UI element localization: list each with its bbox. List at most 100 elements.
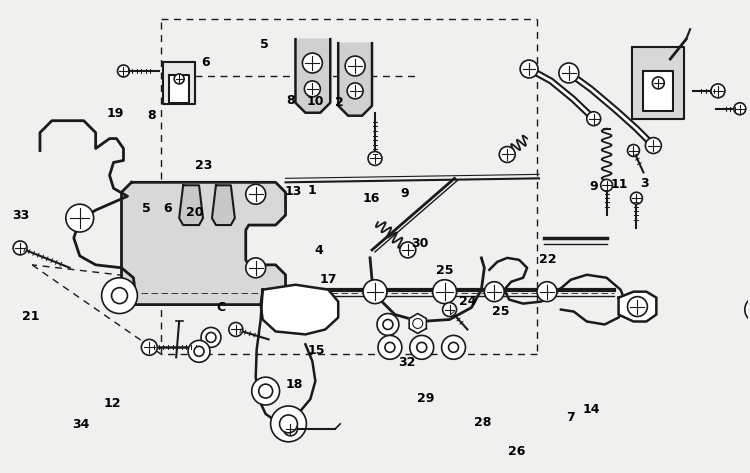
Circle shape: [284, 422, 298, 436]
Polygon shape: [179, 185, 203, 225]
Circle shape: [246, 258, 266, 278]
Circle shape: [377, 314, 399, 335]
Circle shape: [201, 327, 221, 347]
Circle shape: [347, 83, 363, 99]
Circle shape: [304, 81, 320, 97]
Text: 9: 9: [400, 187, 410, 200]
Circle shape: [500, 147, 515, 162]
Polygon shape: [164, 62, 195, 104]
Text: C: C: [216, 300, 225, 314]
Circle shape: [188, 341, 210, 362]
Circle shape: [417, 342, 427, 352]
Text: 19: 19: [106, 107, 124, 120]
Circle shape: [745, 297, 750, 323]
Circle shape: [559, 63, 579, 83]
Polygon shape: [644, 71, 674, 111]
Circle shape: [345, 56, 365, 76]
Polygon shape: [338, 43, 372, 116]
Text: 5: 5: [142, 202, 151, 215]
Circle shape: [433, 280, 457, 304]
Circle shape: [537, 282, 557, 302]
Circle shape: [368, 151, 382, 166]
Text: 30: 30: [411, 237, 428, 250]
Circle shape: [194, 346, 204, 356]
Text: 4: 4: [315, 244, 323, 257]
Text: 15: 15: [308, 344, 325, 357]
Text: 13: 13: [284, 185, 302, 198]
Polygon shape: [212, 185, 235, 225]
Text: 8: 8: [147, 109, 156, 122]
Circle shape: [484, 282, 504, 302]
Text: 24: 24: [459, 295, 476, 308]
Circle shape: [631, 192, 643, 204]
Text: 6: 6: [202, 56, 210, 69]
Text: 25: 25: [436, 264, 453, 277]
Circle shape: [448, 342, 458, 352]
Text: 16: 16: [362, 193, 380, 205]
Text: 3: 3: [640, 177, 650, 190]
Circle shape: [410, 335, 434, 359]
Text: 11: 11: [610, 178, 628, 191]
Polygon shape: [170, 75, 189, 103]
Text: 20: 20: [186, 207, 203, 219]
Text: 26: 26: [508, 446, 525, 458]
Text: 25: 25: [491, 305, 509, 318]
Circle shape: [142, 340, 158, 355]
Text: 23: 23: [195, 159, 212, 173]
Circle shape: [400, 242, 416, 258]
Circle shape: [652, 77, 664, 89]
Circle shape: [711, 84, 725, 98]
Circle shape: [385, 342, 395, 352]
Circle shape: [271, 406, 307, 442]
Circle shape: [442, 335, 466, 359]
Circle shape: [363, 280, 387, 304]
Circle shape: [628, 145, 640, 157]
Text: 33: 33: [12, 209, 29, 222]
Polygon shape: [122, 182, 286, 305]
Text: 17: 17: [320, 273, 338, 286]
Circle shape: [383, 319, 393, 330]
Circle shape: [118, 65, 130, 77]
Circle shape: [229, 323, 243, 336]
Circle shape: [246, 184, 266, 204]
Text: 9: 9: [590, 180, 598, 193]
Text: 12: 12: [104, 397, 122, 410]
Circle shape: [66, 204, 94, 232]
Circle shape: [302, 53, 322, 73]
Text: 1: 1: [308, 184, 316, 197]
Text: 34: 34: [72, 418, 89, 431]
Circle shape: [252, 377, 280, 405]
Text: 14: 14: [583, 403, 600, 416]
Circle shape: [174, 74, 184, 84]
Polygon shape: [261, 285, 338, 334]
Circle shape: [13, 241, 27, 255]
Text: 8: 8: [286, 94, 295, 106]
Text: 18: 18: [286, 378, 303, 391]
Polygon shape: [296, 39, 330, 113]
Circle shape: [734, 103, 746, 115]
Text: 6: 6: [164, 202, 172, 215]
Circle shape: [628, 297, 647, 316]
Circle shape: [646, 138, 662, 154]
Text: 10: 10: [307, 95, 324, 108]
Text: 28: 28: [475, 416, 492, 429]
Circle shape: [442, 303, 457, 316]
Circle shape: [280, 415, 298, 433]
Polygon shape: [410, 314, 426, 333]
Text: 32: 32: [398, 356, 416, 369]
Circle shape: [520, 60, 538, 78]
Circle shape: [101, 278, 137, 314]
Circle shape: [413, 318, 423, 328]
Circle shape: [601, 179, 613, 191]
Text: 7: 7: [566, 411, 574, 424]
Text: 21: 21: [22, 310, 39, 323]
Circle shape: [378, 335, 402, 359]
Text: 2: 2: [334, 96, 344, 109]
Polygon shape: [619, 292, 656, 322]
Text: 5: 5: [260, 38, 269, 51]
Circle shape: [259, 384, 272, 398]
Circle shape: [206, 333, 216, 342]
Circle shape: [586, 112, 601, 126]
Polygon shape: [632, 47, 684, 119]
Circle shape: [112, 288, 128, 304]
